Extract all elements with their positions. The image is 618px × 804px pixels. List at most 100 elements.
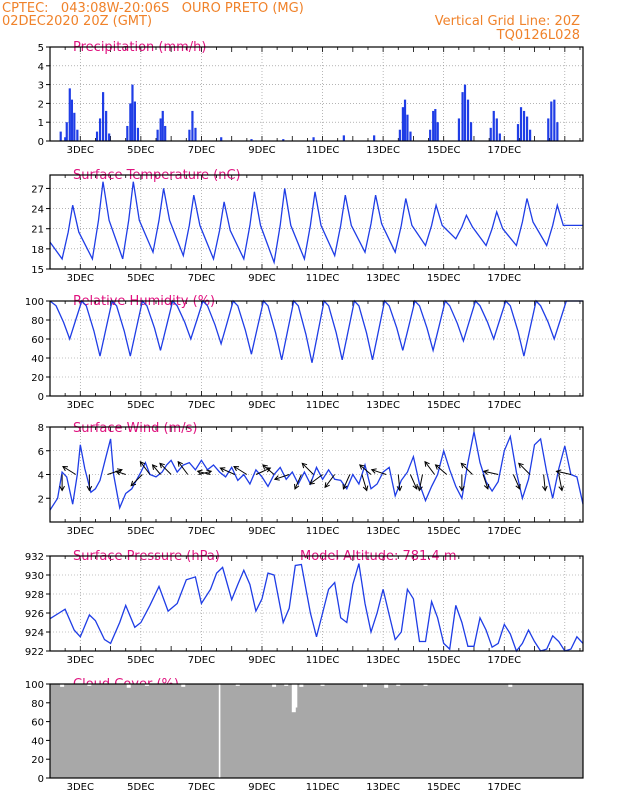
precip-bar: [522, 110, 526, 141]
y-tick-label: 1: [38, 118, 44, 129]
precip-bar: [525, 116, 529, 141]
y-tick-label: 60: [31, 718, 44, 729]
wind-arrow: [324, 474, 336, 488]
x-tick-label: 5DEC: [127, 526, 154, 537]
x-tick-label: 15DEC: [427, 400, 461, 411]
precip-bar: [492, 110, 495, 141]
cloud-dip: [181, 684, 186, 687]
x-tick-label: 15DEC: [427, 655, 461, 666]
y-tick-label: 20: [31, 373, 44, 384]
humidity-line: [49, 299, 583, 363]
precip-bar: [282, 139, 285, 141]
wind-arrow-head: [396, 485, 403, 492]
wind-arrow-head: [424, 460, 430, 467]
panel-title: Surface Wind (m/s): [73, 421, 197, 436]
x-tick-label: 7DEC: [188, 526, 215, 537]
wind-arrow: [233, 466, 248, 475]
cloud-dip: [293, 684, 298, 708]
plot-frame: [49, 46, 584, 142]
precip-bar: [194, 127, 197, 141]
x-tick-label: 17DEC: [487, 145, 521, 156]
precip-bar: [76, 129, 79, 141]
x-tick-label: 11DEC: [306, 526, 340, 537]
wind-arrow: [220, 467, 235, 475]
x-tick-label: 13DEC: [366, 782, 400, 793]
plot-frame: [49, 683, 584, 779]
precip-bar: [406, 114, 409, 141]
wind-arrow: [197, 470, 211, 475]
x-tick-label: 3DEC: [67, 526, 94, 537]
precip-bar: [129, 103, 132, 141]
y-tick-label: 0: [38, 774, 44, 785]
precip-bar: [101, 92, 105, 141]
cloud-cover-panel: 0 20 40 60 80 100 3DEC 5DEC 7DEC 9DEC 11DEC 13DEC 15…: [25, 677, 584, 793]
precip-bar: [401, 107, 405, 141]
wind-arrow: [359, 464, 372, 475]
wind-arrow-head: [308, 479, 315, 485]
x-tick-label: 9DEC: [248, 273, 275, 284]
y-tick-label: 20: [31, 755, 44, 766]
precip-bar: [312, 137, 315, 141]
wind-arrow-head: [555, 469, 562, 475]
x-tick-label: 11DEC: [306, 655, 340, 666]
wind-arrow: [130, 474, 143, 487]
precip-bar: [68, 88, 71, 141]
x-tick-label: 3DEC: [67, 782, 94, 793]
x-tick-label: 5DEC: [127, 400, 154, 411]
wind-arrow-head: [115, 469, 122, 476]
y-tick-label: 24: [31, 205, 44, 216]
wind-arrow: [460, 462, 473, 475]
y-tick-label: 8: [38, 423, 44, 434]
y-tick-label: 926: [25, 609, 44, 620]
x-tick-label: 15DEC: [427, 273, 461, 284]
x-tick-label: 7DEC: [188, 273, 215, 284]
wind-arrow-head: [301, 462, 308, 469]
x-tick-label: 15DEC: [427, 782, 461, 793]
x-tick-label: 3DEC: [67, 655, 94, 666]
x-tick-label: 9DEC: [248, 400, 275, 411]
x-tick-label: 15DEC: [427, 145, 461, 156]
cloud-dip: [235, 684, 240, 686]
cloud-dip: [320, 684, 325, 686]
wind-arrow: [512, 474, 521, 490]
precip-bar: [70, 99, 74, 141]
cloud-dip: [362, 684, 367, 687]
wind-arrow: [301, 462, 314, 475]
x-tick-label: 15DEC: [427, 526, 461, 537]
wind-arrow: [62, 466, 77, 475]
precip-bar: [550, 101, 553, 141]
wind-panel: 2 4 6 8 3DEC 5DEC 7DEC 9DEC 11DEC 13DEC 15DEC 17DEC…: [38, 421, 584, 537]
wind-arrow: [177, 461, 189, 475]
precip-bar: [108, 133, 111, 141]
y-tick-label: 4: [38, 471, 44, 482]
precip-bar: [250, 139, 253, 141]
y-tick-label: 6: [38, 447, 44, 458]
x-tick-label: 7DEC: [188, 145, 215, 156]
y-tick-label: 930: [25, 571, 44, 582]
x-tick-label: 11DEC: [306, 273, 340, 284]
x-tick-label: 13DEC: [366, 145, 400, 156]
y-tick-label: 100: [25, 297, 44, 308]
cloud-gap: [218, 684, 221, 778]
wind-arrow-head: [62, 465, 68, 472]
y-tick-label: 0: [38, 137, 44, 148]
wind-arrow: [342, 474, 351, 490]
wind-arrow-head: [434, 464, 441, 470]
cloud-dip: [299, 684, 304, 687]
wind-arrow: [418, 474, 423, 491]
cloud-dip: [60, 684, 65, 687]
precip-bar: [547, 118, 550, 141]
wind-arrow-head: [541, 485, 548, 492]
cloud-dip: [284, 684, 289, 686]
wind-arrow-head: [459, 485, 465, 492]
precip-bar: [466, 99, 470, 141]
precip-bar: [164, 125, 167, 141]
wind-speed-line: [49, 431, 584, 511]
y-tick-label: 0: [38, 392, 44, 403]
wind-arrow-head: [412, 483, 418, 490]
precip-bar: [457, 118, 461, 141]
x-tick-label: 9DEC: [248, 145, 275, 156]
x-tick-label: 5DEC: [127, 655, 154, 666]
cloud-dip: [272, 684, 277, 687]
plot-frame: [49, 426, 584, 523]
